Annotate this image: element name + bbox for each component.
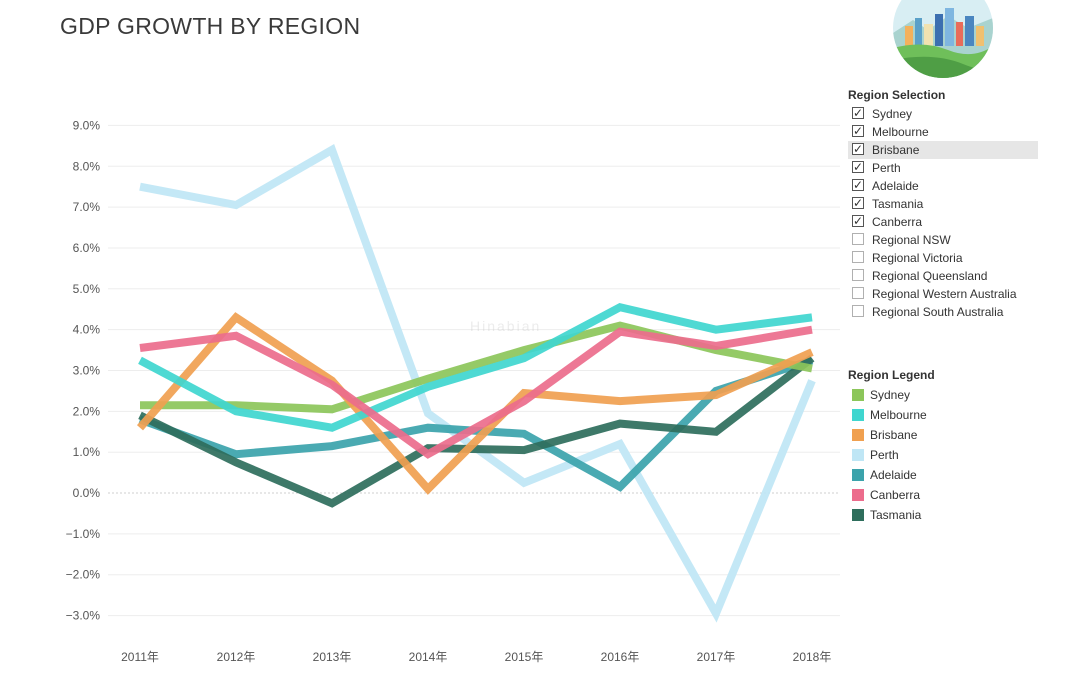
page-title: GDP GROWTH BY REGION: [60, 13, 361, 39]
region-option[interactable]: ✓ Sydney: [848, 105, 1038, 123]
legend-label: Perth: [870, 448, 899, 462]
region-option[interactable]: ✓ Tasmania: [848, 195, 1038, 213]
series-line-canberra: [139, 325, 813, 459]
region-option[interactable]: ✓ Perth: [848, 159, 1038, 177]
y-tick-label: 3.0%: [73, 364, 101, 378]
y-tick-label: 2.0%: [73, 404, 101, 418]
region-option-label: Perth: [872, 161, 901, 175]
checkbox-unchecked-icon[interactable]: [852, 233, 864, 245]
series-line-perth: [139, 144, 816, 623]
region-option-label: Brisbane: [872, 143, 920, 157]
checkbox-unchecked-icon[interactable]: [852, 305, 864, 317]
city-skyline-logo: [893, 0, 993, 78]
y-tick-label: 0.0%: [73, 486, 101, 500]
region-option-label: Regional Western Australia: [872, 287, 1017, 301]
x-tick-label: 2012年: [217, 650, 256, 664]
region-legend-title: Region Legend: [848, 368, 935, 382]
x-tick-label: 2017年: [697, 650, 736, 664]
x-tick-label: 2011年: [121, 650, 159, 664]
legend-item: Perth: [848, 445, 935, 465]
region-selection-panel: Region Selection ✓ Sydney ✓ Melbourne ✓ Brisb…: [848, 87, 1038, 321]
y-tick-label: −1.0%: [66, 527, 101, 541]
checkbox-checked-icon[interactable]: ✓: [852, 160, 864, 174]
region-selection-list: ✓ Sydney ✓ Melbourne ✓ Brisbane ✓ Perth ✓ Adelaid…: [848, 105, 1038, 321]
checkbox-checked-icon[interactable]: ✓: [852, 124, 864, 138]
series-line-brisbane: [136, 312, 814, 495]
series-line-melbourne: [138, 302, 813, 432]
legend-item: Canberra: [848, 485, 935, 505]
legend-label: Tasmania: [870, 508, 922, 522]
legend-label: Adelaide: [870, 468, 917, 482]
region-option-label: Regional South Australia: [872, 305, 1004, 319]
x-tick-label: 2014年: [409, 650, 448, 664]
region-option[interactable]: Regional Queensland: [848, 267, 1038, 285]
y-tick-label: 1.0%: [73, 445, 101, 459]
checkbox-unchecked-icon[interactable]: [852, 251, 864, 263]
y-tick-label: 7.0%: [73, 200, 101, 214]
y-tick-label: 9.0%: [73, 118, 101, 132]
region-option-label: Regional Victoria: [872, 251, 963, 265]
checkbox-checked-icon[interactable]: ✓: [852, 106, 864, 120]
legend-swatch: [852, 429, 864, 441]
region-option-label: Sydney: [872, 107, 913, 121]
region-option[interactable]: ✓ Canberra: [848, 213, 1038, 231]
y-tick-label: 4.0%: [73, 323, 101, 337]
region-legend-panel: Region Legend Sydney Melbourne Brisbane Per…: [848, 367, 935, 525]
x-tick-label: 2018年: [793, 650, 832, 664]
legend-item: Adelaide: [848, 465, 935, 485]
series-line-tasmania: [138, 355, 815, 508]
region-option-label: Canberra: [872, 215, 923, 229]
legend-item: Tasmania: [848, 505, 935, 525]
region-option-label: Melbourne: [872, 125, 929, 139]
region-option[interactable]: ✓ Melbourne: [848, 123, 1038, 141]
legend-swatch: [852, 449, 864, 461]
legend-item: Sydney: [848, 385, 935, 405]
region-option-label: Tasmania: [872, 197, 924, 211]
x-tick-label: 2015年: [505, 650, 544, 664]
legend-label: Brisbane: [870, 428, 918, 442]
region-legend-list: Sydney Melbourne Brisbane Perth Adelaide Canb…: [848, 385, 935, 525]
x-tick-label: 2013年: [313, 650, 352, 664]
checkbox-unchecked-icon[interactable]: [852, 269, 864, 281]
region-option[interactable]: Regional South Australia: [848, 303, 1038, 321]
legend-swatch: [852, 469, 864, 481]
region-option-label: Regional NSW: [872, 233, 951, 247]
checkbox-checked-icon[interactable]: ✓: [852, 214, 864, 228]
checkbox-checked-icon[interactable]: ✓: [852, 142, 864, 156]
region-option-label: Regional Queensland: [872, 269, 988, 283]
x-tick-label: 2016年: [601, 650, 640, 664]
y-tick-label: 8.0%: [73, 159, 101, 173]
region-option[interactable]: Regional NSW: [848, 231, 1038, 249]
legend-label: Canberra: [870, 488, 921, 502]
region-option[interactable]: Regional Western Australia: [848, 285, 1038, 303]
region-option[interactable]: ✓ Adelaide: [848, 177, 1038, 195]
legend-swatch: [852, 509, 864, 521]
region-selection-title: Region Selection: [848, 88, 946, 102]
gdp-line-chart: 9.0% 8.0% 7.0% 6.0% 5.0% 4.0% 3.0% 2.0% 1.0% 0.0%…: [66, 118, 840, 664]
legend-swatch: [852, 409, 864, 421]
y-tick-label: 5.0%: [73, 282, 101, 296]
region-option-label: Adelaide: [872, 179, 919, 193]
checkbox-unchecked-icon[interactable]: [852, 287, 864, 299]
region-option[interactable]: ✓ Brisbane: [848, 141, 1038, 159]
legend-swatch: [852, 389, 864, 401]
checkbox-checked-icon[interactable]: ✓: [852, 178, 864, 192]
y-tick-label: −2.0%: [66, 568, 101, 582]
watermark: Hinabian: [470, 318, 542, 334]
legend-label: Melbourne: [870, 408, 927, 422]
y-tick-label: −3.0%: [66, 609, 101, 623]
checkbox-checked-icon[interactable]: ✓: [852, 196, 864, 210]
region-option[interactable]: Regional Victoria: [848, 249, 1038, 267]
legend-item: Melbourne: [848, 405, 935, 425]
legend-item: Brisbane: [848, 425, 935, 445]
legend-label: Sydney: [870, 388, 911, 402]
legend-swatch: [852, 489, 864, 501]
y-tick-label: 6.0%: [73, 241, 101, 255]
